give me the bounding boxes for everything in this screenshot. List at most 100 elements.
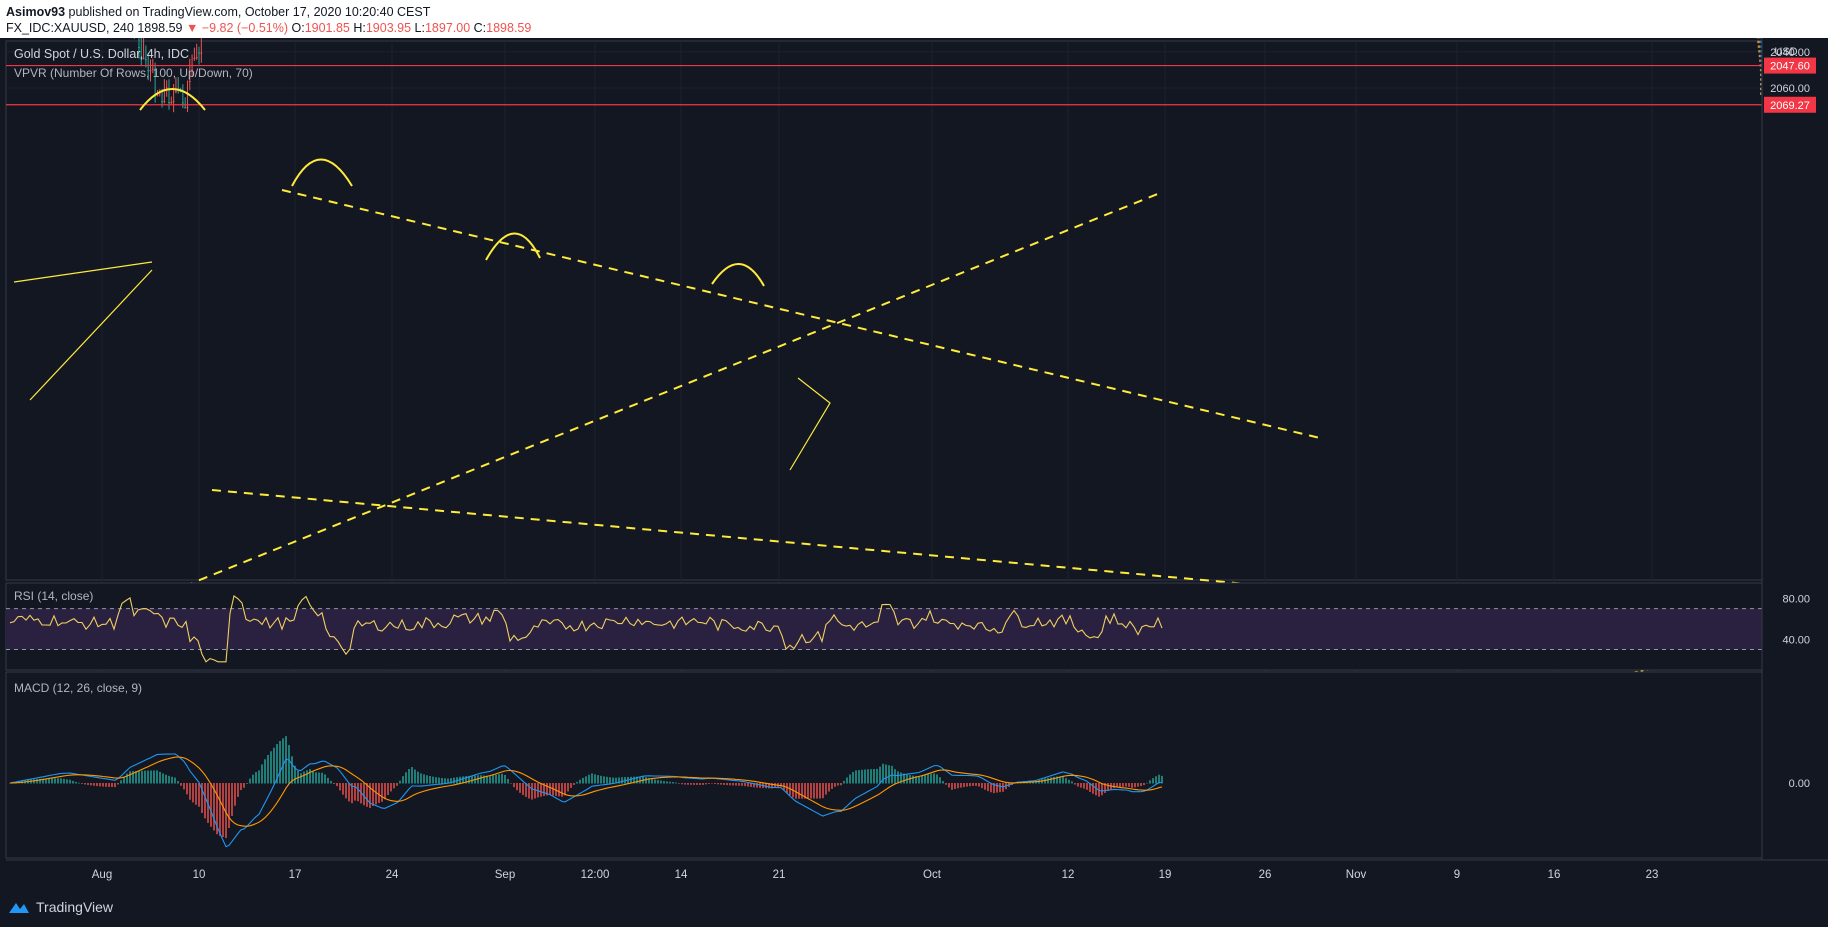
- macd-hist-bar: [723, 783, 725, 785]
- tradingview-logo[interactable]: TradingView: [8, 899, 113, 915]
- macd-hist-bar: [729, 783, 731, 786]
- macd-hist-bar: [972, 783, 974, 786]
- x-tick-label: 14: [675, 869, 688, 881]
- macd-hist-bar: [138, 770, 140, 784]
- chart-title: Gold Spot / U.S. Dollar, 4h, IDC: [14, 47, 189, 61]
- macd-hist-bar: [597, 775, 599, 784]
- macd-hist-bar: [936, 774, 938, 784]
- macd-hist-bar: [66, 779, 68, 784]
- rsi-pane: 80.00 40.00: [5, 582, 1810, 671]
- macd-legend: MACD (12, 26, close, 9): [14, 681, 142, 695]
- chart-canvas[interactable]: 2069.272047.602017.941981.441946.841944.…: [0, 38, 1828, 890]
- macd-hist-bar: [330, 780, 332, 784]
- macd-hist-bar: [1056, 776, 1058, 784]
- lower-channel-line: [211, 489, 1314, 591]
- macd-hist-bar: [717, 783, 719, 785]
- macd-hist-bar: [645, 777, 647, 784]
- macd-hist-bar: [927, 774, 929, 784]
- macd-hist-bar: [738, 783, 740, 786]
- macd-hist-bar: [981, 783, 983, 789]
- macd-hist-bar: [570, 783, 572, 788]
- candle-body: [161, 101, 163, 103]
- macd-hist-bar: [600, 775, 602, 784]
- macd-hist-bar: [174, 777, 176, 784]
- macd-hist-bar: [975, 783, 977, 786]
- macd-hist-bar: [381, 783, 383, 802]
- macd-hist-bar: [888, 765, 890, 784]
- macd-hist-bar: [504, 774, 506, 784]
- macd-hist-bar: [1158, 774, 1160, 784]
- macd-hist-bar: [951, 783, 953, 790]
- macd-hist-bar: [333, 783, 335, 784]
- macd-hist-bar: [822, 783, 824, 799]
- macd-hist-bar: [117, 783, 119, 785]
- macd-hist-bar: [609, 777, 611, 784]
- close-value: 1898.59: [486, 21, 532, 35]
- macd-pane: 0.00: [5, 671, 1810, 859]
- macd-hist-bar: [354, 783, 356, 801]
- macd-hist-bar: [195, 783, 197, 805]
- macd-hist-bar: [978, 783, 980, 787]
- macd-hist-bar: [531, 783, 533, 800]
- rsi-legend: RSI (14, close): [14, 589, 93, 603]
- macd-hist-bar: [1083, 783, 1085, 789]
- macd-hist-bar: [489, 776, 491, 784]
- macd-hist-bar: [51, 778, 53, 784]
- macd-hist-bar: [81, 783, 83, 784]
- macd-hist-bar: [897, 771, 899, 784]
- macd-hist-bar: [132, 771, 134, 784]
- candle-body: [193, 58, 196, 60]
- level-tag-label: 2069.27: [1770, 100, 1810, 112]
- macd-hist-bar: [924, 775, 926, 784]
- macd-hist-bar: [378, 783, 380, 803]
- macd-hist-bar: [519, 783, 521, 793]
- macd-hist-bar: [963, 783, 965, 788]
- macd-hist-bar: [750, 783, 752, 787]
- macd-hist-bar: [1044, 778, 1046, 784]
- macd-hist-bar: [225, 783, 227, 839]
- macd-hist-bar: [615, 777, 617, 784]
- macd-hist-bar: [681, 783, 683, 785]
- macd-hist-bar: [522, 783, 524, 796]
- candle-body: [186, 107, 189, 109]
- macd-hist-bar: [567, 783, 569, 792]
- macd-hist-bar: [351, 783, 353, 804]
- macd-hist-bar: [357, 783, 359, 802]
- macd-hist-bar: [753, 783, 755, 788]
- macd-hist-bar: [528, 783, 530, 799]
- macd-hist-bar: [714, 783, 716, 784]
- macd-hist-bar: [1089, 783, 1091, 792]
- author-name[interactable]: Asimov93: [6, 5, 66, 19]
- macd-hist-bar: [990, 783, 992, 793]
- vp-bar-up: [1757, 40, 1760, 44]
- macd-frame: [5, 671, 1763, 859]
- macd-hist-bar: [237, 783, 239, 797]
- macd-hist-bar: [816, 783, 818, 799]
- macd-hist-bar: [147, 770, 149, 784]
- macd-hist-bar: [477, 775, 479, 784]
- macd-hist-bar: [387, 783, 389, 795]
- macd-hist-bar: [657, 780, 659, 784]
- macd-hist-bar: [384, 783, 386, 800]
- macd-hist-bar: [441, 777, 443, 784]
- macd-hist-bar: [690, 783, 692, 785]
- macd-hist-bar: [216, 783, 218, 835]
- macd-hist-bar: [1119, 783, 1121, 788]
- macd-hist-bar: [252, 774, 254, 784]
- macd-hist-bar: [471, 775, 473, 784]
- macd-hist-bar: [756, 783, 758, 788]
- macd-hist-bar: [303, 771, 305, 784]
- macd-hist-bar: [1071, 781, 1073, 784]
- macd-hist-bar: [588, 774, 590, 784]
- macd-hist-bar: [618, 777, 620, 784]
- y-tick-label: 2040.00: [1770, 47, 1810, 59]
- macd-hist-bar: [345, 783, 347, 799]
- macd-hist-bar: [594, 774, 596, 784]
- candle-body: [184, 107, 187, 109]
- macd-hist-bar: [957, 783, 959, 789]
- macd-hist-bar: [582, 777, 584, 784]
- macd-hist-bar: [906, 774, 908, 784]
- candle-body: [200, 52, 203, 54]
- macd-hist-bar: [393, 783, 395, 789]
- macd-hist-bar: [315, 772, 317, 784]
